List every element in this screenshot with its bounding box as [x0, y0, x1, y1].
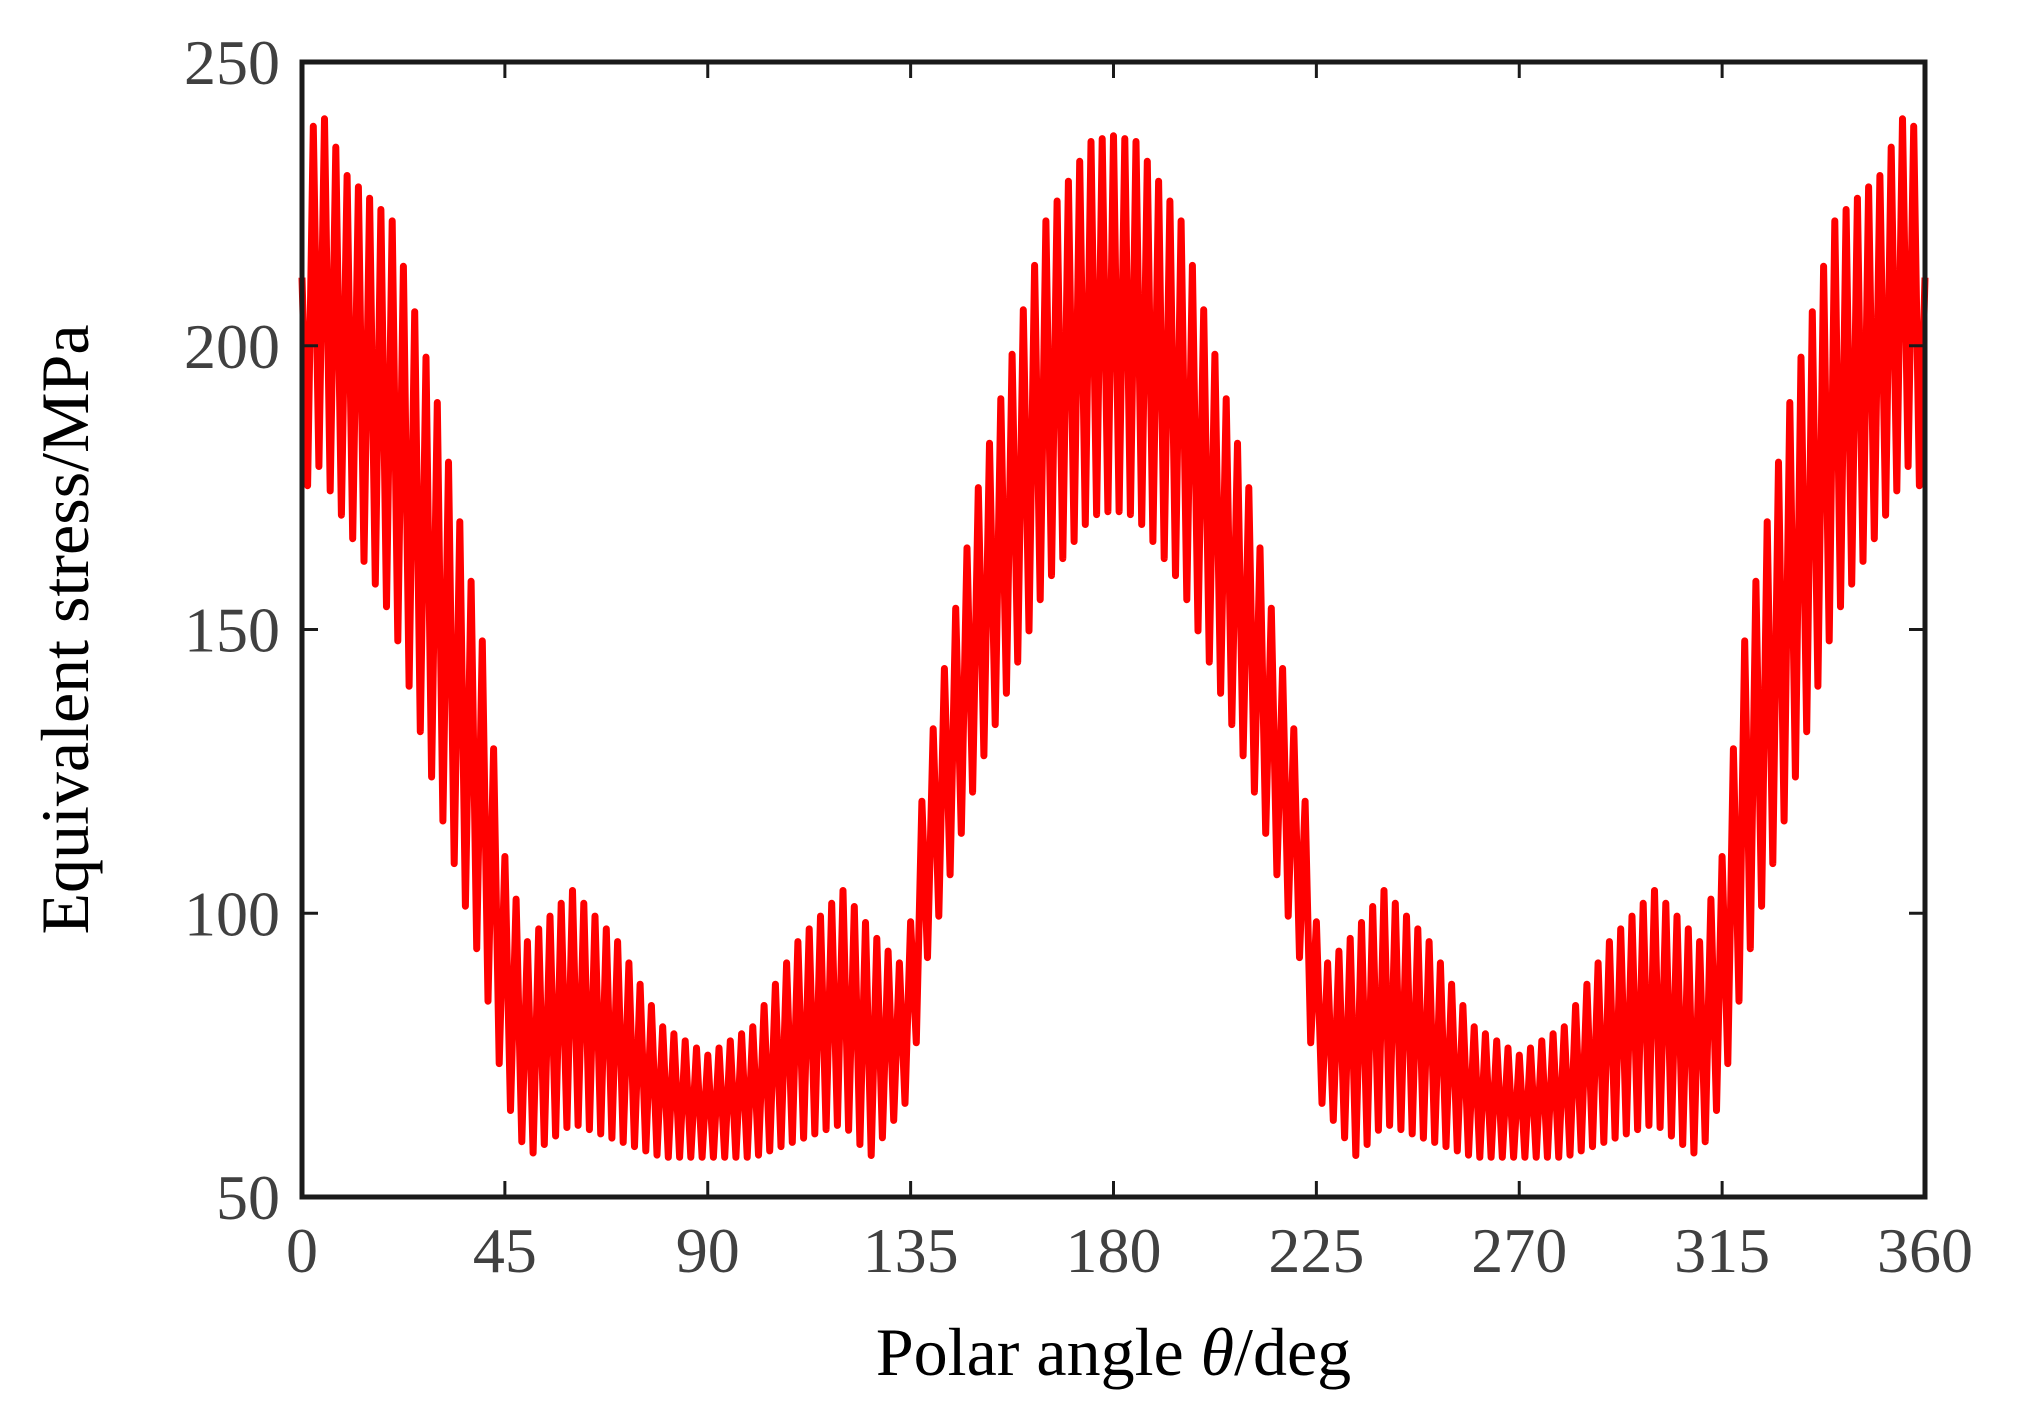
x-tick-label: 225	[1268, 1215, 1364, 1286]
x-axis-title: Polar angle θ/deg	[876, 1314, 1351, 1390]
x-axis-title-symbol: θ	[1201, 1314, 1234, 1390]
x-tick-label: 360	[1877, 1215, 1973, 1286]
x-tick-label: 45	[473, 1215, 537, 1286]
x-tick-label: 0	[286, 1215, 318, 1286]
x-tick-label: 90	[676, 1215, 740, 1286]
plot-frame	[299, 59, 1928, 1200]
y-axis-title: Equivalent stress/MPa	[27, 324, 103, 934]
y-tick-label: 250	[184, 27, 280, 98]
stress-series-line	[298, 115, 1929, 1161]
x-tick-label: 180	[1066, 1215, 1162, 1286]
y-tick-label: 200	[184, 311, 280, 382]
x-tick-label: 315	[1674, 1215, 1770, 1286]
x-tick-label: 270	[1471, 1215, 1567, 1286]
x-axis-title-text: Polar angle	[876, 1314, 1201, 1390]
y-tick-label: 150	[184, 595, 280, 666]
y-tick-labels: 50 100 150 200 250	[184, 27, 280, 1233]
x-tick-labels: 0 45 90 135 180 225 270 315 360	[286, 1215, 1973, 1286]
x-axis-title-unit: /deg	[1234, 1314, 1351, 1390]
y-tick-label: 100	[184, 878, 280, 949]
data-layer	[298, 115, 1929, 1161]
y-tick-label: 50	[216, 1162, 280, 1233]
x-tick-label: 135	[863, 1215, 959, 1286]
